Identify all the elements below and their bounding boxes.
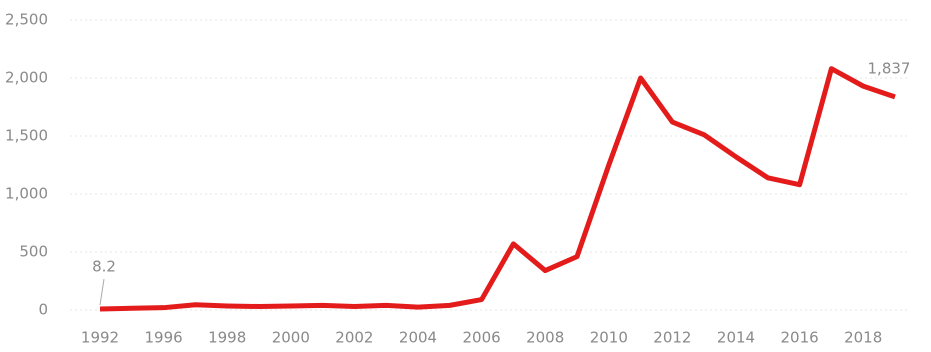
leader-line: [99, 278, 105, 306]
y-tick-label: 1,500: [5, 127, 48, 145]
y-tick-label: 2,000: [5, 69, 48, 87]
x-tick-label: 2004: [399, 329, 437, 347]
value-label: 8.2: [92, 258, 116, 276]
data-line: [99, 66, 896, 312]
x-tick-label: 1992: [81, 329, 119, 347]
y-tick-label: 500: [19, 243, 48, 261]
x-tick-label: 2016: [781, 329, 819, 347]
x-tick-label: 2014: [717, 329, 755, 347]
x-tick-label: 2000: [272, 329, 310, 347]
x-tick-label: 2008: [526, 329, 564, 347]
x-tick-label: 2006: [463, 329, 501, 347]
x-tick-label: 1998: [208, 329, 246, 347]
x-tick-label: 2002: [335, 329, 373, 347]
x-tick-label: 2012: [653, 329, 691, 347]
y-tick-label: 1,000: [5, 185, 48, 203]
x-tick-label: 2010: [590, 329, 628, 347]
y-tick-label: 0: [38, 301, 48, 319]
x-tick-label: 2018: [844, 329, 882, 347]
value-label: 1,837: [868, 59, 911, 77]
y-tick-label: 2,500: [5, 11, 48, 29]
x-tick-label: 1996: [145, 329, 183, 347]
